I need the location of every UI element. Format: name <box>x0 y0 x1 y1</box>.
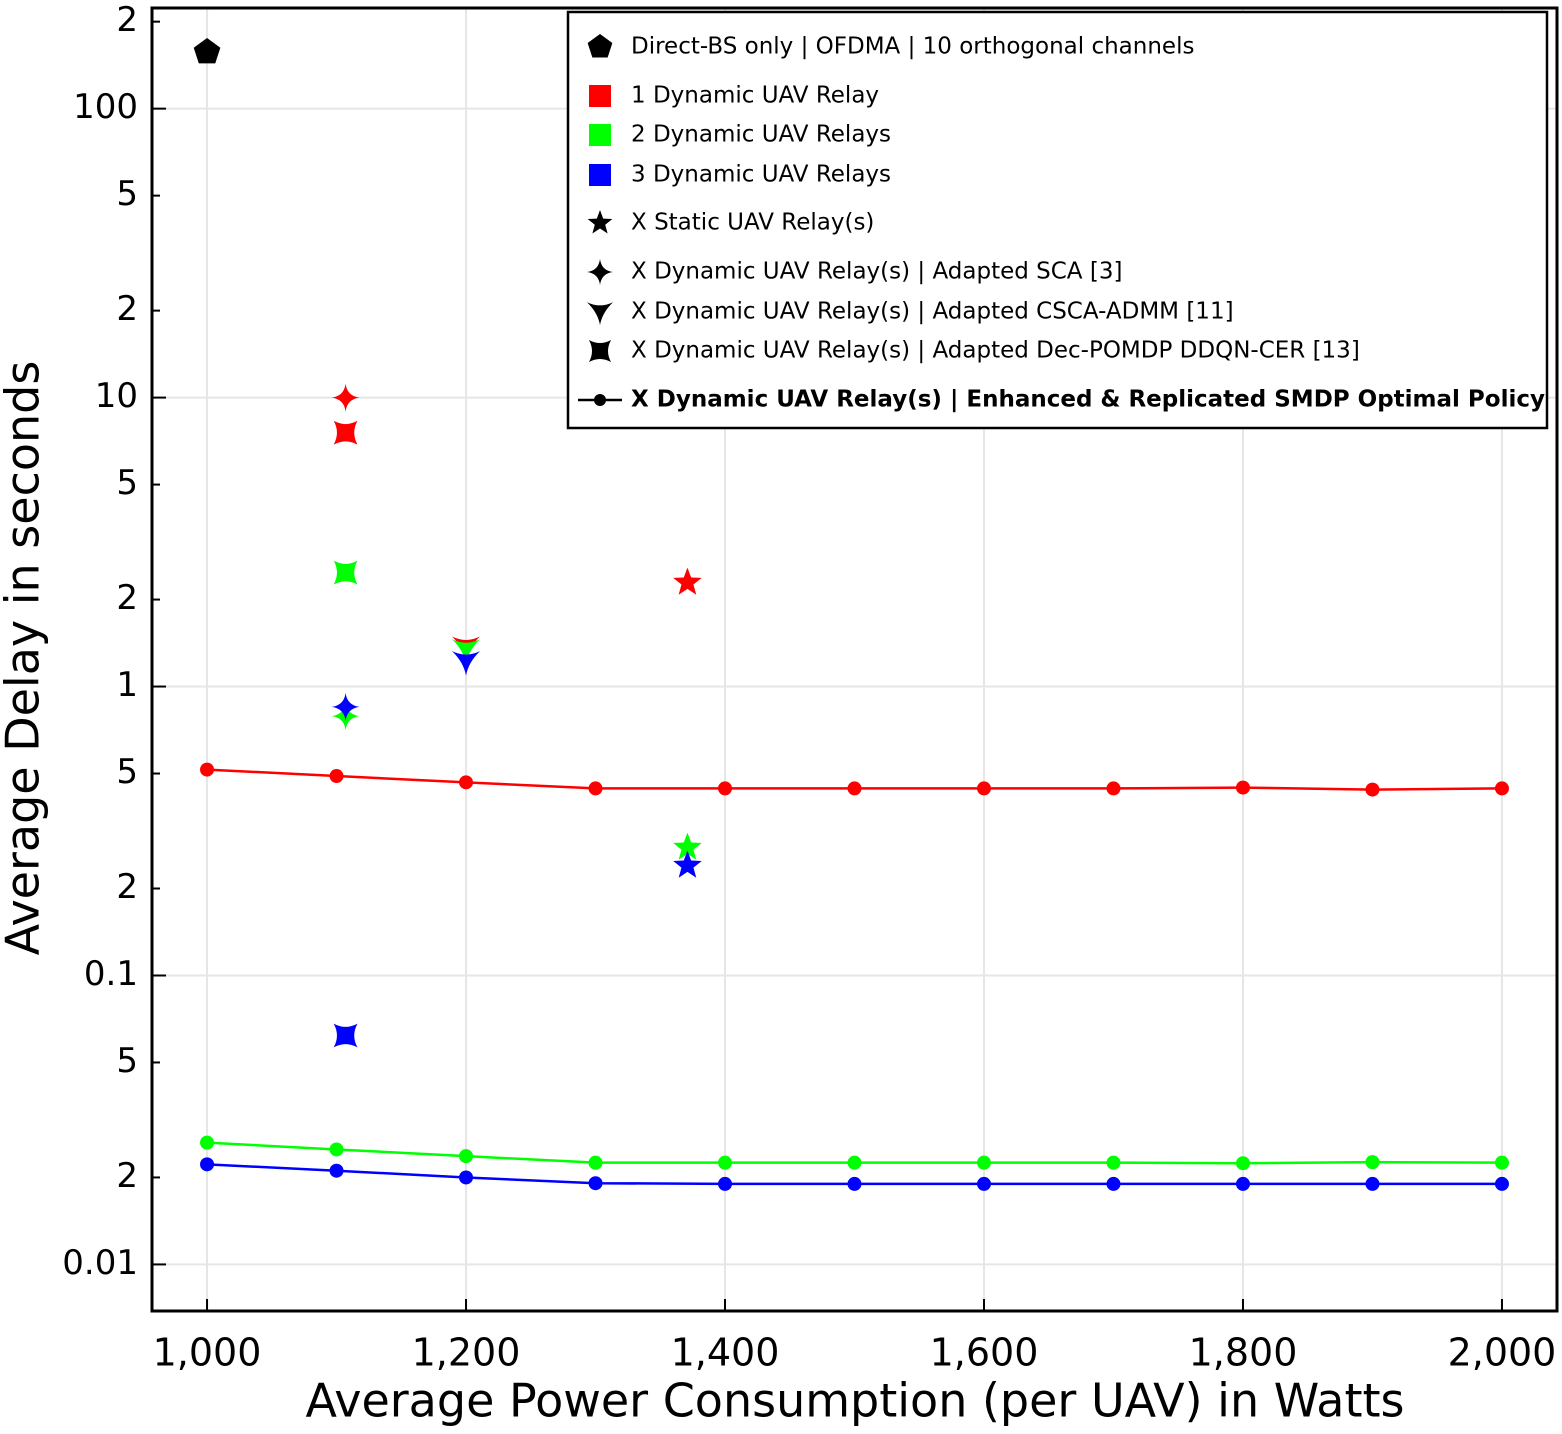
data-point <box>331 383 360 412</box>
y-tick-label: 5 <box>116 463 138 503</box>
y-tick-label: 5 <box>116 1041 138 1081</box>
data-point <box>331 692 360 721</box>
data-point <box>200 1135 215 1150</box>
data-point <box>718 1176 733 1191</box>
data-point <box>329 769 344 784</box>
data-point <box>200 762 215 777</box>
data-point <box>1494 1155 1509 1170</box>
data-point <box>847 1155 862 1170</box>
data-point <box>588 1155 603 1170</box>
data-point <box>1106 781 1121 796</box>
data-point <box>333 560 358 585</box>
legend-label: Direct-BS only | OFDMA | 10 orthogonal c… <box>631 34 1194 60</box>
x-axis-title: Average Power Consumption (per UAV) in W… <box>305 1374 1404 1428</box>
legend-label: 1 Dynamic UAV Relay <box>631 83 879 109</box>
data-point <box>459 1170 474 1185</box>
y-tick-label: 10 <box>95 376 138 416</box>
data-point <box>1106 1176 1121 1191</box>
legend-marker <box>589 164 611 186</box>
data-point <box>329 1142 344 1157</box>
data-point <box>976 781 991 796</box>
legend-label: X Dynamic UAV Relay(s) | Enhanced & Repl… <box>631 387 1545 413</box>
data-point <box>588 1176 603 1191</box>
y-tick-label: 2 <box>116 0 138 40</box>
y-tick-label: 5 <box>116 174 138 214</box>
y-tick-label: 2 <box>116 1156 138 1196</box>
x-tick-label: 1,600 <box>930 1331 1039 1375</box>
data-point <box>452 639 481 664</box>
y-tick-label: 2 <box>116 289 138 329</box>
y-tick-label: 2 <box>116 867 138 907</box>
legend-marker <box>588 339 612 363</box>
legend-label: X Static UAV Relay(s) <box>631 210 874 236</box>
legend-label: X Dynamic UAV Relay(s) | Adapted Dec-POM… <box>631 338 1360 364</box>
y-tick-label: 5 <box>116 752 138 792</box>
data-point <box>329 1163 344 1178</box>
legend-label: 2 Dynamic UAV Relays <box>631 122 891 148</box>
data-point <box>1235 1156 1250 1171</box>
data-point <box>1235 780 1250 795</box>
x-tick-label: 1,000 <box>153 1331 262 1375</box>
y-tick-label: 1 <box>116 665 138 705</box>
y-tick-label: 0.01 <box>62 1243 138 1283</box>
data-point <box>1365 782 1380 797</box>
legend-marker <box>594 394 606 406</box>
plot-frame <box>150 6 1559 1313</box>
data-point <box>673 832 702 860</box>
x-tick-label: 2,000 <box>1448 1331 1557 1375</box>
data-point <box>459 1149 474 1164</box>
data-point <box>333 420 358 445</box>
data-point <box>1494 781 1509 796</box>
data-point <box>459 775 474 790</box>
data-point <box>452 651 481 676</box>
data-point <box>976 1155 991 1170</box>
legend-box <box>566 10 1549 430</box>
data-point <box>333 1023 358 1048</box>
y-axis-title: Average Delay in seconds <box>0 361 50 956</box>
x-tick-label: 1,200 <box>412 1331 521 1375</box>
data-point <box>847 781 862 796</box>
legend-marker <box>587 210 613 234</box>
y-tick-label: 2 <box>116 578 138 618</box>
data-point <box>1235 1176 1250 1191</box>
data-point <box>673 567 702 595</box>
legend-marker <box>587 34 613 58</box>
data-point <box>193 38 221 64</box>
axes: 1,000 1,200 1,400 1,600 1,800 2,000 0.01 2 5 0.1 2… <box>62 0 1556 1374</box>
legend-label: X Dynamic UAV Relay(s) | Adapted CSCA-AD… <box>631 299 1234 325</box>
data-point <box>847 1176 862 1191</box>
legend-marker <box>589 124 611 146</box>
data-point <box>673 850 702 878</box>
data-point <box>718 1155 733 1170</box>
y-tick-label: 0.1 <box>84 954 138 994</box>
legend: Direct-BS only | OFDMA | 10 orthogonal c… <box>578 34 1545 413</box>
data-point <box>976 1176 991 1191</box>
data-point <box>588 781 603 796</box>
x-tick-label: 1,800 <box>1189 1331 1298 1375</box>
data-point <box>718 781 733 796</box>
plot <box>193 38 1509 1191</box>
legend-marker <box>587 302 613 325</box>
y-tick-label: 100 <box>73 87 138 127</box>
data-point <box>1106 1155 1121 1170</box>
legend-label: X Dynamic UAV Relay(s) | Adapted SCA [3] <box>631 259 1122 285</box>
data-point <box>1494 1176 1509 1191</box>
x-tick-label: 1,400 <box>671 1331 780 1375</box>
legend-marker <box>589 85 611 107</box>
legend-label: 3 Dynamic UAV Relays <box>631 162 891 188</box>
data-point <box>200 1157 215 1172</box>
data-point <box>1365 1155 1380 1170</box>
data-point <box>1365 1176 1380 1191</box>
legend-marker <box>587 259 613 285</box>
